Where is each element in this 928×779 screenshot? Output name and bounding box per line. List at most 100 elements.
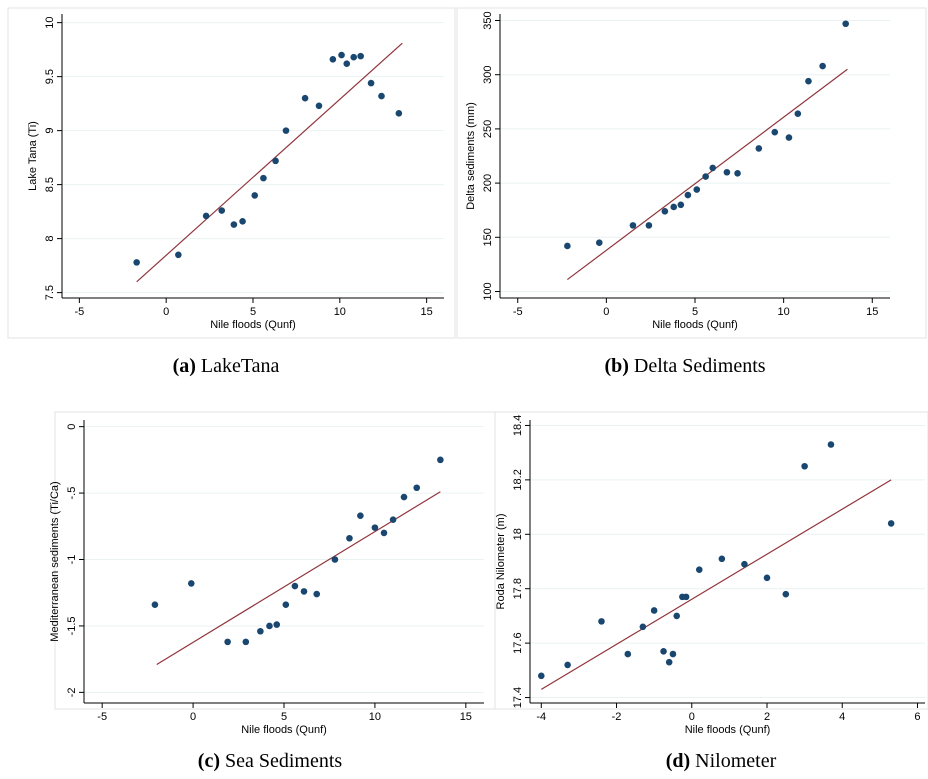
data-point [224, 638, 231, 646]
data-point [133, 259, 140, 266]
y-tick-label: -1.5 [66, 616, 78, 635]
x-tick-label: 15 [421, 306, 433, 318]
x-axis-title: Nile floods (Qunf) [241, 724, 327, 736]
data-point [338, 51, 345, 59]
plot-area [84, 420, 484, 703]
x-tick-label: 5 [250, 306, 256, 318]
x-tick-label: -4 [536, 711, 546, 723]
data-point [805, 77, 812, 85]
data-point [782, 590, 790, 598]
data-point [661, 207, 669, 215]
x-tick-label: 10 [778, 306, 790, 318]
data-point [564, 661, 571, 669]
data-point [357, 512, 364, 519]
data-point [395, 110, 403, 117]
y-tick-label: -.5 [66, 487, 78, 500]
plot-area [530, 420, 925, 703]
data-point [629, 222, 637, 229]
caption-letter: (c) [198, 750, 220, 772]
data-point [785, 134, 793, 141]
plot-area [62, 14, 444, 298]
data-point [315, 102, 323, 110]
data-point [819, 62, 826, 70]
data-point [273, 621, 281, 628]
y-tick-label: 100 [482, 282, 494, 300]
data-point [230, 221, 238, 228]
data-point [693, 186, 701, 193]
y-tick-label: 8 [44, 236, 56, 242]
data-point [794, 110, 802, 118]
data-point [624, 650, 632, 658]
x-tick-label: 10 [334, 306, 346, 318]
x-tick-label: 10 [369, 711, 381, 723]
data-point [413, 484, 421, 492]
caption-text: LakeTana [196, 355, 280, 377]
data-point [187, 580, 195, 587]
data-point [378, 92, 385, 100]
data-point [346, 534, 353, 542]
x-tick-label: -5 [513, 306, 523, 318]
data-point [723, 168, 731, 176]
y-tick-label: 9 [44, 128, 56, 134]
data-point [887, 520, 895, 527]
y-axis-title: Roda Nilometer (m) [495, 514, 507, 610]
data-point [598, 618, 605, 625]
data-point [251, 192, 259, 199]
y-tick-label: 300 [482, 66, 494, 84]
data-point [801, 462, 808, 470]
y-tick-label: 9.5 [44, 69, 56, 84]
data-point [313, 590, 321, 598]
x-tick-label: 0 [689, 711, 695, 723]
data-point [266, 622, 273, 630]
caption-text: Delta Sediments [629, 355, 766, 377]
y-tick-label: -1 [66, 555, 78, 565]
panel-caption: (a) LakeTana [173, 355, 280, 377]
data-point [282, 601, 290, 608]
y-tick-label: 17.8 [512, 578, 524, 599]
data-point [437, 456, 444, 464]
data-point [827, 441, 835, 448]
data-point [669, 650, 677, 658]
y-axis-title: Delta sediments (mm) [465, 102, 477, 210]
data-point [673, 612, 681, 620]
y-tick-label: 350 [482, 11, 494, 29]
panel-caption: (d) Nilometer [666, 750, 777, 772]
x-tick-label: -5 [74, 306, 84, 318]
data-point [682, 593, 690, 601]
data-point [371, 524, 379, 531]
y-tick-label: -2 [66, 687, 78, 697]
x-tick-label: -5 [97, 711, 107, 723]
x-tick-label: 15 [866, 306, 878, 318]
y-axis-title: Lake Tana (Ti) [27, 121, 39, 191]
x-tick-label: 5 [281, 711, 287, 723]
x-tick-label: 0 [190, 711, 196, 723]
chart-panel: -5 0 5 10 15 -2 -1.5 -1 -.5 0 Nile floods (Qunf) Me… [49, 411, 496, 772]
data-point [350, 53, 358, 61]
chart-panel: -5 0 5 10 15 100 150 200 250 300 350 Nile floods (Q… [456, 7, 927, 377]
data-point [300, 588, 308, 595]
data-point [202, 212, 210, 220]
data-point [389, 516, 397, 523]
panel-caption: (b) Delta Sediments [604, 355, 765, 377]
data-point [734, 170, 741, 177]
data-point [239, 218, 246, 225]
panel-caption: (c) Sea Sediments [198, 750, 343, 772]
y-tick-label: 8.5 [44, 177, 56, 192]
caption-letter: (b) [604, 355, 628, 377]
x-tick-label: 4 [839, 711, 845, 723]
caption-letter: (a) [173, 355, 196, 377]
data-point [684, 191, 692, 199]
caption-text: Nilometer [690, 750, 776, 772]
y-tick-label: 18.2 [512, 469, 524, 490]
data-point [367, 79, 375, 87]
x-axis-title: Nile floods (Qunf) [685, 724, 771, 736]
data-point [564, 242, 571, 250]
data-point [329, 56, 337, 63]
y-tick-label: 17.4 [512, 687, 524, 708]
data-point [242, 638, 250, 646]
y-tick-label: 18 [512, 528, 524, 540]
data-point [755, 145, 763, 152]
fit-line [136, 42, 403, 283]
data-point [763, 574, 771, 582]
